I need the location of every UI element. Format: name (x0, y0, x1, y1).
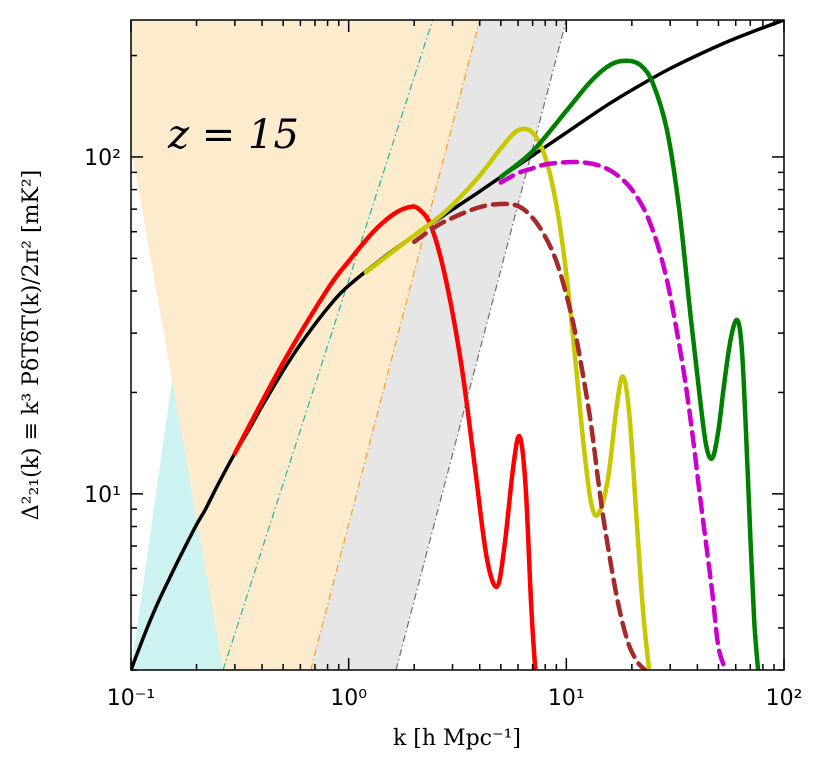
x-axis-label: k [h Mpc⁻¹] (393, 726, 521, 751)
redshift-annotation: z = 15 (167, 112, 299, 158)
orange-band (131, 20, 480, 670)
series-yellow (363, 126, 652, 670)
gray-edge (395, 20, 567, 670)
series-black (131, 20, 784, 670)
y-tick-label: 10¹ (84, 483, 121, 508)
x-tick-label: 10¹ (548, 686, 585, 711)
series-magenta-dashed (498, 159, 729, 670)
x-tick-label: 10⁻¹ (107, 686, 155, 711)
y-axis-label: Δ²₂₁(k) ≡ k³ PδTδT(k)/2π² [mK²] (19, 170, 44, 521)
y-tick-label: 10² (84, 146, 121, 171)
orange-edge (310, 20, 481, 670)
plot-frame (130, 19, 785, 671)
cyan-edge (222, 20, 434, 670)
series-red (232, 204, 538, 670)
series-green (498, 58, 761, 670)
series-brown-dashed (411, 201, 648, 670)
x-tick-label: 10² (766, 686, 803, 711)
x-tick-label: 10⁰ (330, 686, 367, 711)
